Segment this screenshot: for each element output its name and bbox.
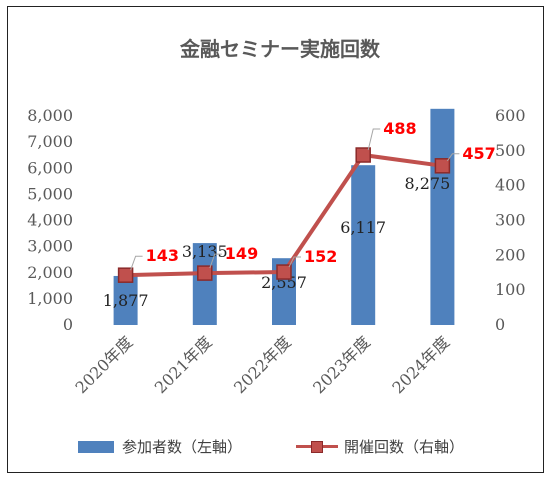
chart-frame: [7, 6, 544, 473]
line-marker: [117, 267, 134, 283]
legend-label-sessions: 開催回数（右軸）: [344, 438, 465, 456]
left-axis-tick-label: 5,000: [27, 184, 73, 203]
chart-title: 金融セミナー実施回数: [179, 37, 381, 61]
line-label-leader: [288, 256, 301, 268]
bar: [113, 275, 138, 325]
bar-value-label: 8,275: [404, 174, 450, 193]
legend-line-swatch: [296, 440, 338, 454]
right-axis-tick-label: 100: [495, 280, 526, 299]
bar-value-label: 2,557: [261, 273, 307, 292]
legend-item-sessions: 開催回数（右軸）: [296, 436, 464, 457]
category-label: 2023年度: [309, 332, 374, 397]
left-axis-tick-label: 4,000: [27, 211, 73, 230]
category-label: 2022年度: [230, 332, 295, 397]
line-value-label: 488: [383, 119, 416, 138]
line-marker: [197, 265, 213, 281]
line-label-leader: [209, 253, 222, 269]
category-label: 2021年度: [151, 332, 216, 397]
right-axis-tick-label: 500: [495, 141, 526, 160]
left-axis-tick-label: 3,000: [27, 237, 73, 256]
legend-bar-swatch: [78, 440, 114, 453]
left-axis-tick-label: 6,000: [27, 158, 73, 177]
left-axis-tick-label: 2,000: [27, 263, 73, 282]
right-axis-tick-label: 200: [495, 245, 526, 264]
line-value-label: 149: [225, 244, 258, 263]
right-axis-tick-label: 300: [495, 211, 526, 230]
chart-legend: 参加者数（左軸） 開催回数（右軸）: [0, 436, 560, 456]
left-axis-tick-label: 7,000: [27, 132, 73, 151]
line-marker: [355, 147, 371, 163]
left-axis-tick-label: 1,000: [27, 289, 73, 308]
line-label-leader: [130, 255, 143, 271]
right-axis-tick-label: 0: [495, 315, 505, 334]
legend-label-participants: 参加者数（左軸）: [122, 438, 243, 456]
line-value-label: 152: [304, 247, 337, 266]
bar-value-label: 6,117: [340, 218, 386, 237]
line-value-label: 143: [146, 246, 179, 265]
bar: [430, 108, 455, 325]
line-label-leader: [446, 153, 460, 162]
line-label-leader: [367, 128, 381, 151]
bar-value-label: 3,135: [182, 242, 228, 261]
right-axis-tick-label: 400: [495, 176, 526, 195]
line-marker: [434, 158, 451, 174]
bar: [192, 243, 217, 325]
left-axis-tick-label: 8,000: [27, 106, 73, 125]
line-value-label: 457: [462, 144, 495, 163]
category-label: 2020年度: [72, 332, 137, 397]
left-axis-tick-label: 0: [63, 315, 73, 334]
legend-item-participants: 参加者数（左軸）: [78, 436, 242, 457]
bar-value-label: 1,877: [103, 291, 149, 310]
line-marker: [276, 264, 292, 280]
right-axis-tick-label: 600: [495, 106, 526, 125]
bar: [351, 165, 376, 325]
category-label: 2024年度: [388, 332, 453, 397]
